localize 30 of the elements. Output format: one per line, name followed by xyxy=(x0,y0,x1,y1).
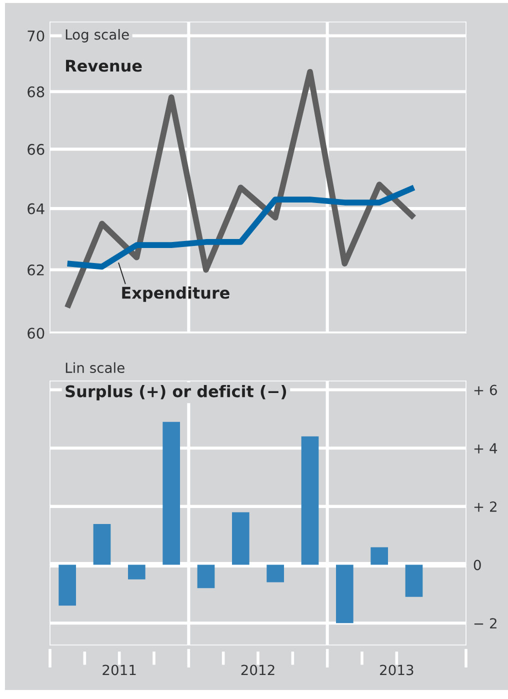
y-tick-label: + 6 xyxy=(474,384,497,396)
bar xyxy=(93,524,111,565)
y-tick-label: 64 xyxy=(28,203,44,214)
y-tick-label: 68 xyxy=(28,86,44,98)
bar xyxy=(405,564,423,597)
x-tick-label: 2012 xyxy=(241,664,274,676)
y-tick-label: − 2 xyxy=(474,618,496,628)
annotation: Log scale xyxy=(66,29,129,42)
y-tick-label: 0 xyxy=(474,560,481,570)
y-tick-label: 62 xyxy=(28,264,44,276)
bar xyxy=(336,564,354,624)
y-tick-label: 60 xyxy=(28,328,44,339)
series-label: Expenditure xyxy=(122,286,230,302)
bar xyxy=(232,512,250,565)
y-tick-label: 66 xyxy=(28,144,44,155)
bar xyxy=(266,564,284,582)
bar xyxy=(301,436,319,565)
bar xyxy=(162,422,180,565)
bar xyxy=(197,564,215,588)
bar xyxy=(370,547,388,565)
bar xyxy=(58,564,76,606)
text: Revenue xyxy=(66,60,142,72)
x-tick-label: 2013 xyxy=(380,664,414,676)
x-tick-label: 2011 xyxy=(102,664,136,676)
y-tick-label: + 2 xyxy=(474,501,496,512)
chart-title: Surplus (+) or deficit (−) xyxy=(66,384,286,400)
y-tick-label: 70 xyxy=(28,30,44,42)
y-tick-label: + 4 xyxy=(474,443,498,454)
text: Lin scale xyxy=(66,362,124,374)
bar xyxy=(128,564,146,580)
